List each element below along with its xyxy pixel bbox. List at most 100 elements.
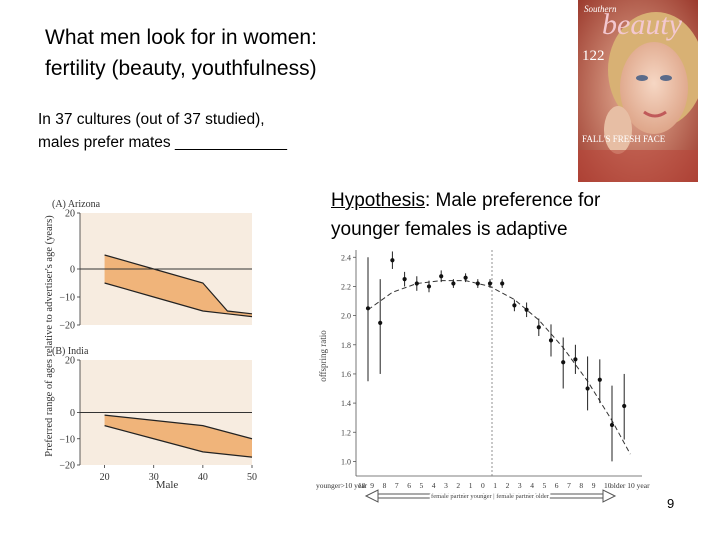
title-line-2: fertility (beauty, youthfulness) (45, 57, 317, 80)
data-point (524, 307, 529, 312)
lower-bound-line (104, 282, 253, 318)
x-tick-label: 3 (444, 481, 448, 490)
y-tick-label: −20 (59, 321, 75, 332)
left-y-axis-label: Preferred range of ages relative to adve… (44, 215, 55, 457)
data-point (451, 281, 456, 286)
preferred-range-area (104, 255, 252, 317)
hypothesis-line-1: Hypothesis: Male preference for (331, 186, 600, 215)
x-tick-label: 40 (198, 472, 208, 483)
panel-label: (B) India (52, 346, 89, 357)
magazine-cover-image: Southern beauty 122 FALL'S FRESH FACE (578, 0, 698, 182)
slide-subtitle: In 37 cultures (out of 37 studied), male… (38, 108, 287, 154)
x-tick-label: 7 (567, 481, 571, 490)
y-tick-label: 1.6 (341, 370, 351, 379)
x-tick-label: 9 (592, 481, 596, 490)
data-point (597, 377, 602, 382)
offspring-ratio-chart: offspring ratio 2.4 2.2 2.0 1.8 1.6 1.4 1.2 1.0… (316, 250, 650, 503)
x-tick-label: 5 (543, 481, 547, 490)
data-point (426, 284, 432, 289)
data-point (573, 357, 578, 362)
x-tick-label: 5 (420, 481, 424, 490)
right-y-axis-label: offspring ratio (318, 330, 328, 382)
hypothesis-text: Hypothesis: Male preference for younger … (331, 186, 600, 244)
preferred-range-area (104, 415, 252, 458)
cover-line: FALL'S FRESH FACE (582, 134, 666, 144)
data-point (585, 386, 590, 391)
y-tick-label: 2.2 (341, 282, 351, 291)
data-point (561, 360, 566, 365)
x-tick-label: 4 (530, 481, 534, 490)
x-tick-label: 8 (579, 481, 583, 490)
hypothesis-line-2: younger females is adaptive (331, 219, 568, 240)
y-tick-label: −10 (59, 434, 75, 445)
fit-curve (367, 280, 631, 455)
x-tick-label: 10 (604, 481, 612, 490)
x-tick-label: 1 (493, 481, 497, 490)
panel-arizona: 20 0 −10 −20 (A) Arizona (52, 199, 253, 332)
y-tick-label: −10 (59, 293, 75, 304)
x-tick-label: older 10 year (610, 481, 650, 490)
y-tick-label: 1.2 (341, 428, 351, 437)
data-point (402, 277, 407, 282)
upper-bound-line (104, 414, 253, 440)
data-point (463, 275, 468, 280)
data-point (475, 281, 480, 286)
x-tick-label: 2 (456, 481, 460, 490)
y-tick-label: 1.4 (341, 399, 351, 408)
x-tick-label: 1 (469, 481, 473, 490)
x-tick-label: 20 (100, 472, 110, 483)
data-point (536, 325, 541, 330)
age-preference-chart: Preferred range of ages relative to adve… (44, 199, 257, 488)
data-point (548, 338, 554, 343)
y-tick-label: 1.0 (341, 457, 351, 466)
right-chart-axes: 2.4 2.2 2.0 1.8 1.6 1.4 1.2 1.0 (341, 250, 642, 477)
x-tick-label: 6 (407, 481, 411, 490)
x-tick-label: 10 (358, 481, 366, 490)
y-tick-label: 2.4 (341, 253, 351, 262)
x-tick-label: 2 (506, 481, 510, 490)
data-point (512, 303, 517, 308)
data-point (390, 258, 395, 263)
y-tick-label: 20 (65, 209, 75, 220)
fit-curve-line (367, 280, 631, 455)
data-point (414, 281, 419, 286)
hypothesis-line-1-rest: : Male preference for (425, 190, 601, 211)
data-point (365, 306, 371, 311)
data-point (439, 274, 444, 279)
y-tick-label: 20 (65, 356, 75, 367)
data-point (622, 403, 627, 409)
y-tick-label: 0 (70, 265, 75, 276)
issue-number: 122 (582, 48, 605, 64)
data-point (378, 320, 383, 326)
y-tick-label: 1.8 (341, 341, 351, 350)
masthead-small: Southern (584, 4, 617, 14)
partner-age-arrow: female partner younger | female partner … (364, 489, 617, 503)
title-line-1: What men look for in women: (45, 26, 317, 49)
x-tick-label: 8 (383, 481, 387, 490)
data-points (365, 251, 627, 462)
panel-label: (A) Arizona (52, 199, 101, 210)
arrow-label: female partner younger | female partner … (431, 493, 550, 500)
x-tick-label: 9 (370, 481, 374, 490)
x-tick-label: younger>10 year (316, 481, 368, 490)
data-point (487, 281, 493, 286)
masthead: beauty (602, 8, 683, 41)
y-tick-label: 0 (70, 408, 75, 419)
x-tick-label: 30 (149, 472, 159, 483)
subtitle-line-1: In 37 cultures (out of 37 studied), (38, 111, 265, 128)
x-tick-label: 0 (481, 481, 485, 490)
y-tick-label: −20 (59, 461, 75, 472)
y-tick-label: 2.0 (341, 312, 351, 321)
data-point (500, 281, 505, 286)
x-tick-label: 50 (247, 472, 257, 483)
slide-number: 9 (667, 496, 675, 511)
hypothesis-label: Hypothesis (331, 190, 425, 211)
upper-bound-line (104, 254, 253, 315)
x-tick-label: 3 (518, 481, 522, 490)
data-point (609, 422, 615, 428)
lower-bound-line (104, 425, 253, 458)
subtitle-line-2: males prefer mates _____________ (38, 134, 288, 151)
left-x-axis-label: Male (156, 479, 179, 488)
